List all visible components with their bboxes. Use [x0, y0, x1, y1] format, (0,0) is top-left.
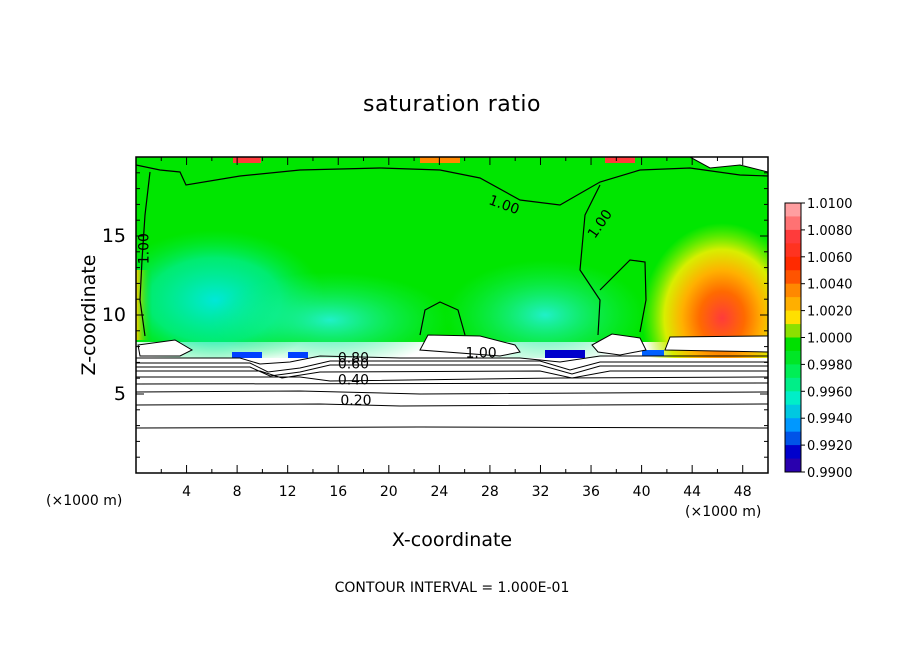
colorbar-blend	[785, 377, 801, 392]
field-lower-white	[136, 358, 768, 473]
contour-line-6	[136, 355, 768, 365]
x-tick-label: 44	[683, 484, 701, 500]
x-tick-label: 4	[182, 484, 191, 500]
y-tick-label: 5	[114, 383, 126, 405]
x-tick-label: 36	[582, 484, 600, 500]
x-tick-label: 32	[532, 484, 550, 500]
colorbar-label: 0.9900	[807, 466, 853, 481]
x-tick-label: 28	[481, 484, 499, 500]
field-cyan-mid	[210, 272, 450, 368]
contour-line-1	[136, 164, 768, 206]
colorbar-swatch	[785, 337, 801, 365]
colorbar-swatch	[785, 256, 801, 285]
colorbar-blend	[785, 458, 801, 473]
colorbar-label: 1.0000	[807, 332, 853, 347]
plot-area	[136, 157, 768, 473]
contour-line-2	[139, 171, 151, 337]
contour-line-8	[136, 364, 768, 377]
colorbar-blend	[785, 350, 801, 365]
colorbar-label: 1.0080	[807, 224, 853, 239]
x-tick-label: 12	[279, 484, 297, 500]
x-tick-label: 40	[633, 484, 651, 500]
colorbar-label: 0.9960	[807, 385, 853, 400]
colorbar-label: 1.0020	[807, 305, 853, 320]
colorbar-blend	[785, 297, 801, 312]
x-tick-label: 20	[380, 484, 398, 500]
contour-label: 1.00	[137, 233, 153, 264]
field-white-blob-3	[137, 339, 194, 357]
colorbar-swatch	[785, 391, 801, 419]
x-axis-unit: (×1000 m)	[685, 504, 761, 520]
contour-line-14	[136, 426, 768, 429]
contour-line-4	[599, 259, 647, 333]
colorbar-swatch	[785, 203, 801, 231]
contour-lines-unity	[136, 164, 768, 337]
field-top-red-1	[233, 157, 261, 163]
contour-line-13	[136, 403, 768, 407]
field-white-blob-4	[591, 333, 647, 356]
colorbar-swatch	[785, 229, 801, 258]
contour-label: 0.80	[338, 350, 369, 366]
colorbar-label: 1.0060	[807, 251, 853, 266]
colorbar-blend	[785, 431, 801, 446]
chart-title: saturation ratio	[363, 92, 541, 117]
contour-label: 0.20	[340, 393, 371, 409]
y-tick-label: 15	[102, 225, 126, 247]
field-blue-spot-2	[288, 352, 308, 358]
colorbar-swatch	[785, 310, 801, 338]
contour-label: 0.40	[338, 373, 369, 389]
y-tick-label: 10	[102, 304, 126, 326]
x-tick-label: 24	[430, 484, 448, 500]
contour-line-3	[579, 184, 601, 336]
y-axis-unit: (×1000 m)	[46, 493, 122, 509]
field-white-blob-2	[664, 335, 768, 353]
field-blue-spot-3	[545, 350, 585, 358]
contour-lines-lower	[136, 355, 768, 429]
field-top-red-3	[605, 157, 635, 163]
field-white-blob-5	[689, 157, 768, 173]
y-axis-title: Z-coordinate	[78, 255, 100, 376]
colorbar-blend	[785, 243, 801, 258]
contour-interval-label: CONTOUR INTERVAL = 1.000E-01	[335, 580, 570, 596]
x-tick-label: 16	[329, 484, 347, 500]
y-axis: 5 10 15	[102, 172, 768, 458]
contour-line-11	[136, 382, 768, 385]
contour-line-12	[136, 390, 768, 395]
x-axis-title: X-coordinate	[392, 529, 512, 551]
x-axis: 4 8 12 16 20 24 28 32 36 40 44 48	[160, 157, 769, 500]
x-tick-label: 8	[233, 484, 242, 500]
colorbar-blend	[785, 270, 801, 285]
colorbar-label: 0.9980	[807, 358, 853, 373]
colorbar-label: 0.9940	[807, 412, 853, 427]
colorbar-blend	[785, 216, 801, 231]
colorbar-swatch	[785, 418, 801, 446]
contour-label: 0.60	[338, 357, 369, 373]
contour-line-7	[136, 360, 768, 373]
colorbar-label: 1.0040	[807, 278, 853, 293]
colorbar-label: 0.9920	[807, 439, 853, 454]
colorbar-blend	[785, 324, 801, 338]
colorbar-swatch	[785, 283, 801, 312]
colorbar-blend	[785, 404, 801, 419]
contour-label: 1.00	[465, 346, 496, 362]
x-tick-label: 48	[734, 484, 752, 500]
field-blue-spot-4	[642, 350, 664, 356]
contour-line-5	[419, 301, 466, 336]
field-white-blob-1	[419, 334, 521, 357]
field-edge-left	[136, 270, 152, 340]
field-blue-spot-1	[232, 352, 262, 358]
colorbar: 1.0100 1.0080 1.0060 1.0040 1.0020 1.0000 0.99…	[784, 197, 853, 481]
field-top-red-2	[420, 157, 460, 163]
colorbar-swatch	[785, 364, 801, 392]
colorbar-swatch	[785, 445, 801, 473]
contour-line-10	[136, 376, 768, 382]
contour-line-9	[136, 370, 768, 379]
colorbar-label: 1.0100	[807, 197, 853, 212]
